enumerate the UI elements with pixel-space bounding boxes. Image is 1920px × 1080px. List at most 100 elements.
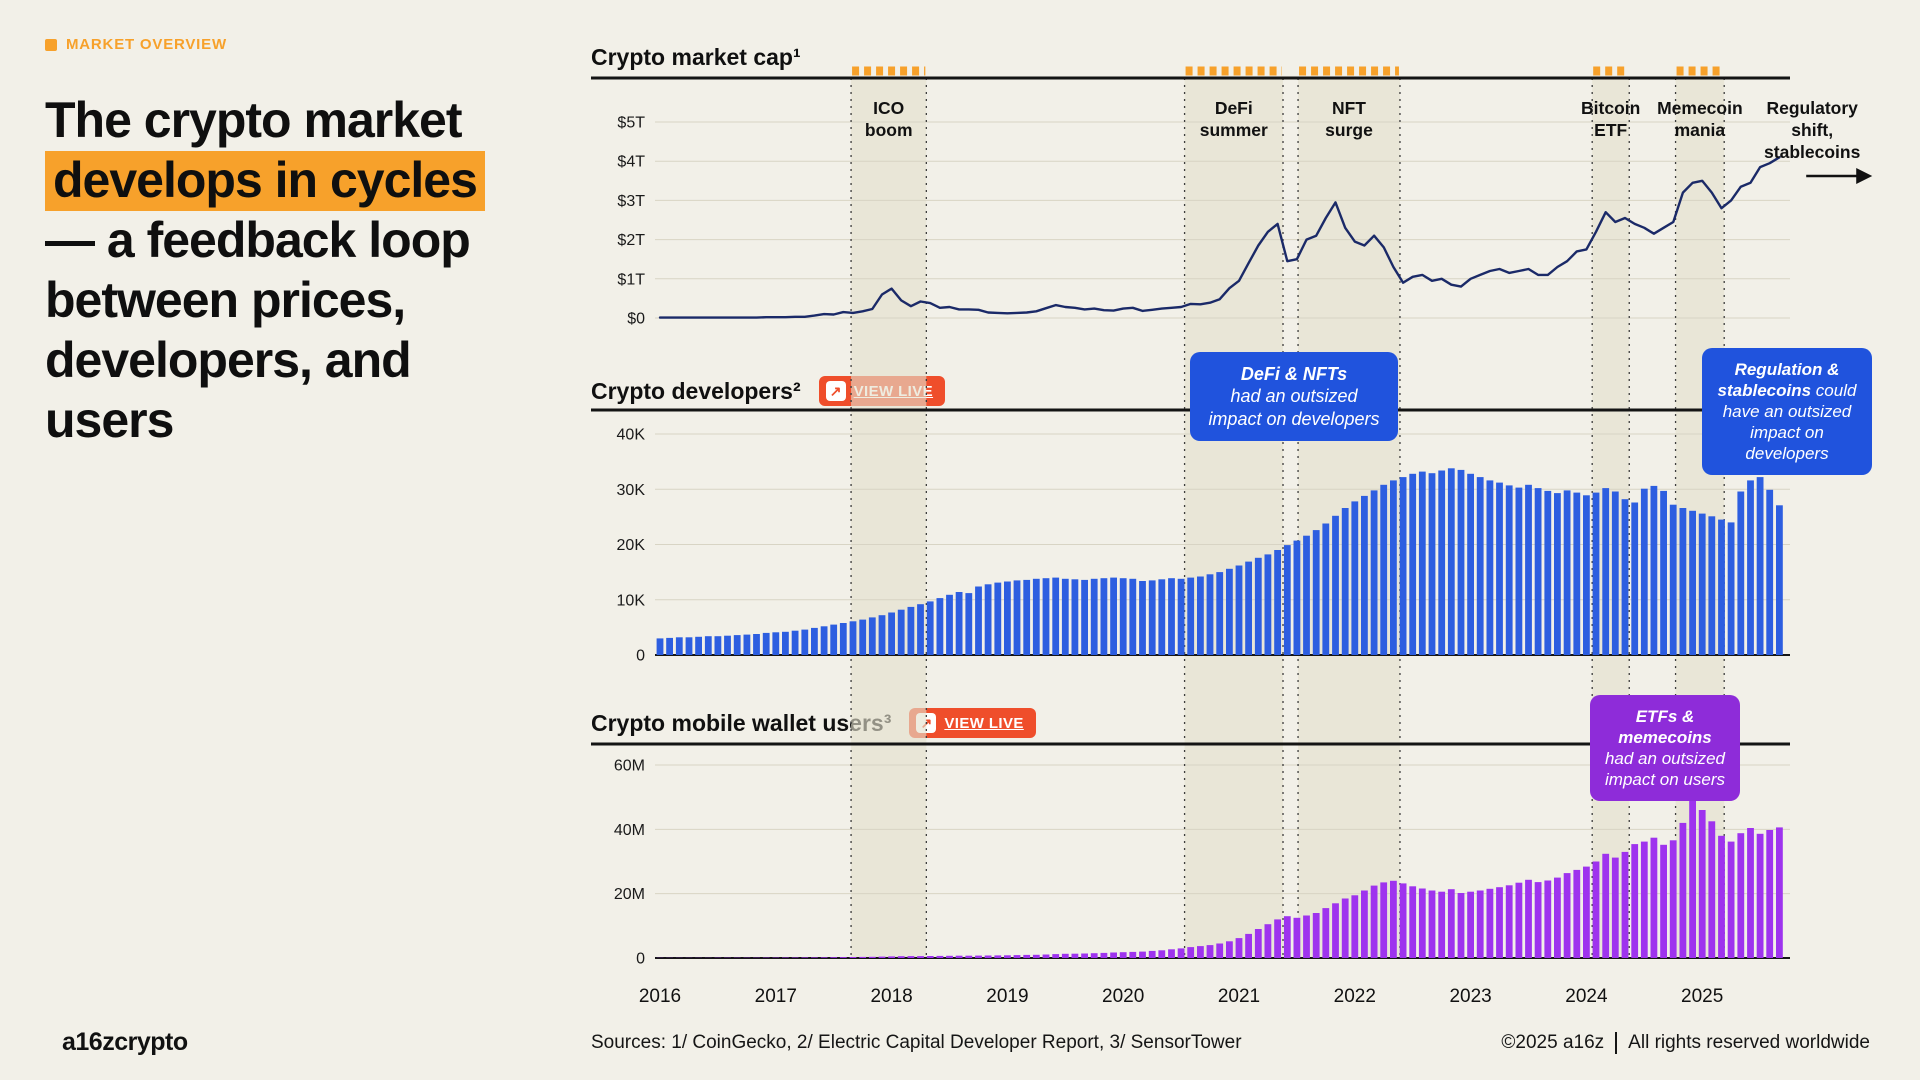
developer-bar xyxy=(1023,579,1031,655)
developer-bar xyxy=(1534,488,1542,655)
developer-bar xyxy=(936,598,944,655)
page-title: The crypto market develops in cycles — a… xyxy=(45,90,493,450)
wallet-user-bar xyxy=(830,957,838,958)
wallet-user-bar xyxy=(1476,890,1484,958)
wallet-user-bar xyxy=(1457,893,1465,958)
developer-bar xyxy=(1042,578,1050,655)
developer-bar xyxy=(1061,578,1069,655)
developer-bar xyxy=(753,634,760,655)
developer-bar xyxy=(743,634,751,655)
headline-post: — a feedback loop between prices, develo… xyxy=(45,212,471,448)
developer-bar xyxy=(1187,577,1195,655)
wallet-user-bar xyxy=(1361,890,1368,958)
wallet-user-bar xyxy=(1602,853,1610,958)
developer-bar xyxy=(1438,470,1446,655)
wallet-user-bar xyxy=(1505,885,1513,958)
wallet-user-bar xyxy=(1698,810,1706,958)
developer-bar xyxy=(1119,578,1127,655)
developer-bar xyxy=(1602,488,1610,655)
developer-bar xyxy=(1158,579,1166,655)
developer-bar xyxy=(1168,578,1175,655)
wallet-user-bar xyxy=(1563,873,1571,958)
developer-bar xyxy=(1129,578,1137,655)
developer-bar xyxy=(1544,490,1552,655)
developer-bar xyxy=(1341,508,1349,655)
developer-bar xyxy=(1554,493,1561,655)
developer-bar xyxy=(1100,578,1108,655)
wallet-user-bar xyxy=(1718,835,1725,958)
developer-bar xyxy=(1650,485,1658,655)
chart-header-wallet-users: Crypto mobile wallet users³ ↗ VIEW LIVE xyxy=(591,708,1036,738)
wallet-user-bar xyxy=(1573,869,1581,958)
wallet-user-bar xyxy=(1370,885,1378,958)
developer-bar xyxy=(1004,581,1011,655)
wallet-user-bar xyxy=(1776,827,1783,958)
developer-bar xyxy=(1640,488,1648,655)
developer-bar xyxy=(1611,491,1619,655)
wallet-user-bar xyxy=(1669,840,1677,958)
wallet-user-bar xyxy=(1592,861,1600,958)
wallet-user-bar xyxy=(897,956,905,958)
developer-bar xyxy=(1206,574,1214,655)
developer-bar xyxy=(1756,477,1764,655)
developer-bar xyxy=(1332,515,1339,655)
developer-bar xyxy=(782,631,789,655)
developer-bar xyxy=(907,606,915,655)
wallet-user-bar xyxy=(1727,841,1735,958)
developer-bar xyxy=(772,632,780,655)
wallet-user-bar xyxy=(1611,857,1619,958)
y-tick-label: $4T xyxy=(617,154,645,171)
developer-bar xyxy=(994,582,1002,655)
developer-bar xyxy=(1747,480,1754,655)
y-tick-label: 40K xyxy=(617,427,646,444)
wallet-user-bar xyxy=(1293,917,1301,958)
wallet-user-bar xyxy=(1187,947,1195,958)
developer-bar xyxy=(1390,480,1397,655)
developer-bar xyxy=(714,636,722,655)
x-tick-label: 2022 xyxy=(1334,986,1376,1007)
developer-bar xyxy=(1631,502,1639,655)
wallet-user-bar xyxy=(868,956,876,958)
wallet-user-bar xyxy=(1756,833,1764,958)
wallet-user-bar xyxy=(1621,851,1629,958)
developer-bar xyxy=(675,637,683,655)
developer-bar xyxy=(830,624,838,655)
wallet-user-bar xyxy=(1129,951,1137,958)
developer-bar xyxy=(801,629,809,655)
y-tick-label: $1T xyxy=(617,271,645,288)
wallet-user-bar xyxy=(782,957,789,958)
callout-rest-text: had an outsized impact on users xyxy=(1604,749,1726,790)
wallet-user-bar xyxy=(1390,880,1397,958)
wallet-user-bar xyxy=(1418,888,1426,958)
developer-bar xyxy=(888,612,895,655)
developer-bar xyxy=(1399,477,1407,655)
wallet-user-bar xyxy=(1708,821,1716,958)
developer-bar xyxy=(1197,576,1204,655)
wallet-user-bar xyxy=(1747,828,1754,958)
wallet-user-bar xyxy=(1216,943,1224,958)
developer-bar xyxy=(733,635,741,655)
x-tick-label: 2016 xyxy=(639,986,681,1007)
wallet-user-bar xyxy=(1341,898,1349,958)
wallet-user-bar xyxy=(965,955,973,958)
developer-bar xyxy=(1428,473,1436,655)
event-label: Bitcoin ETF xyxy=(1581,98,1641,140)
event-label: Regulatory shift, stablecoins xyxy=(1764,98,1861,162)
developer-bar xyxy=(1689,510,1696,655)
developer-bar xyxy=(1476,477,1484,655)
y-tick-label: 0 xyxy=(636,951,645,968)
wallet-user-bar xyxy=(1197,946,1204,958)
wallet-user-bar xyxy=(1409,886,1417,958)
wallet-user-bar xyxy=(926,956,934,958)
wallet-user-bar xyxy=(1168,949,1175,958)
wallet-user-bar xyxy=(849,957,857,958)
event-label: Memecoin mania xyxy=(1657,98,1743,140)
event-label: DeFi summer xyxy=(1199,98,1268,140)
developer-bar xyxy=(1139,581,1146,655)
arrow-head-icon xyxy=(1856,168,1873,184)
developer-bar xyxy=(1361,495,1368,655)
section-eyebrow: MARKET OVERVIEW xyxy=(45,36,227,53)
developer-bar xyxy=(685,637,693,655)
developer-bar xyxy=(1505,485,1513,655)
wallet-user-bar xyxy=(1226,941,1233,958)
